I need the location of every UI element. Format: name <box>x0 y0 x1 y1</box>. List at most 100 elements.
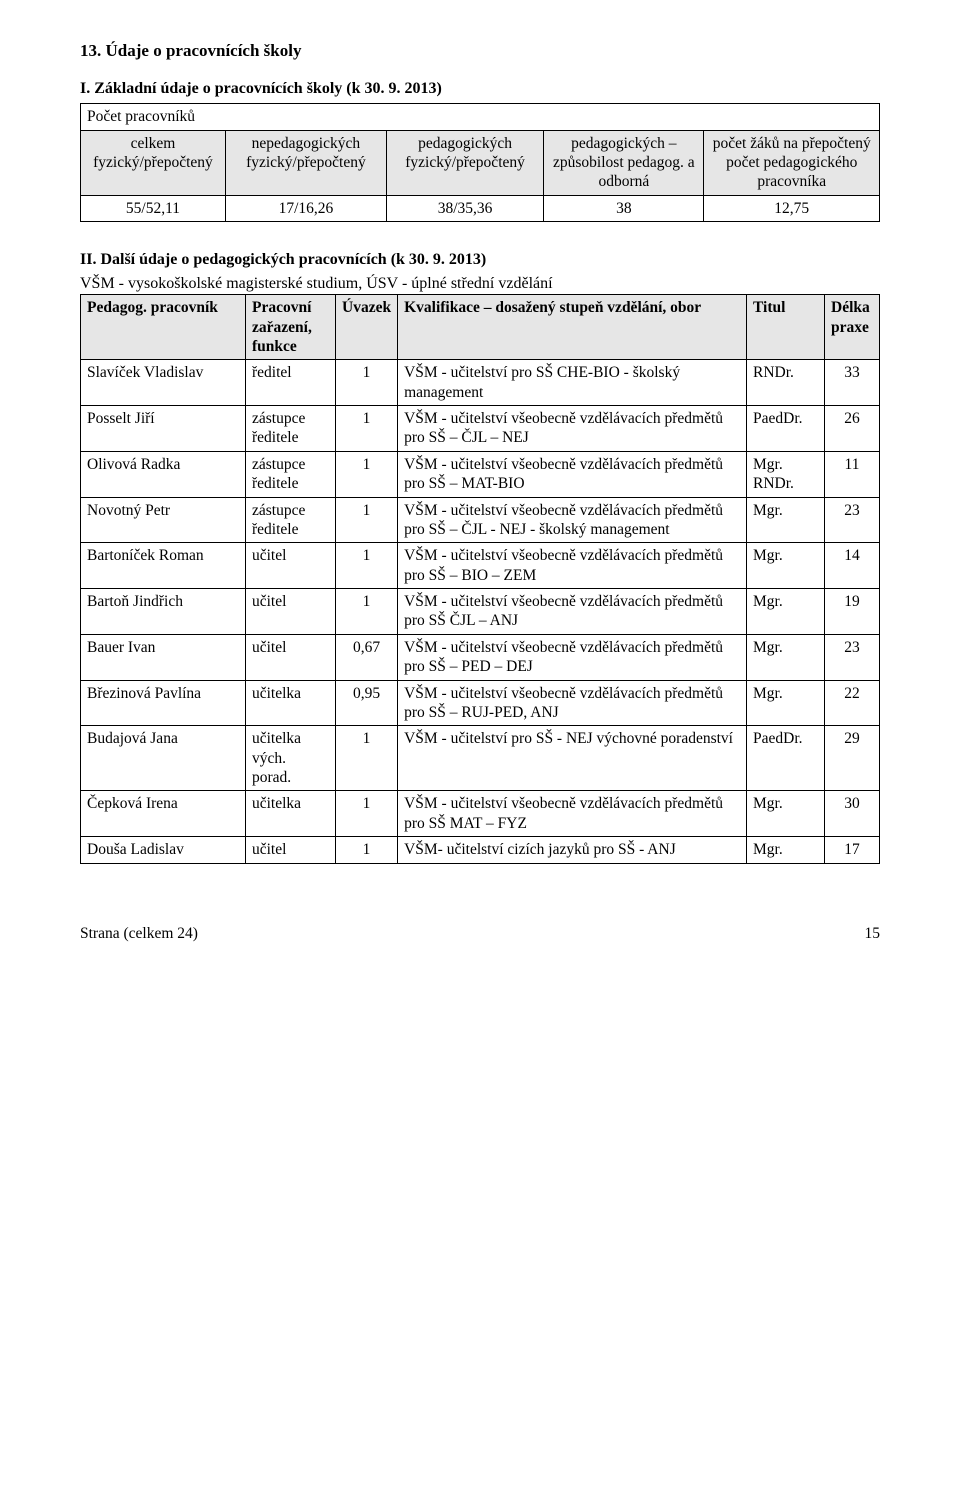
table2-header: Délka praxe <box>825 295 880 360</box>
teacher-praxe: 33 <box>825 360 880 406</box>
teacher-qualification: VŠM - učitelství pro SŠ CHE-BIO - školsk… <box>398 360 747 406</box>
table-row: Novotný Petrzástupce ředitele1VŠM - učit… <box>81 497 880 543</box>
teacher-role: učitelka <box>246 680 336 726</box>
teacher-praxe: 23 <box>825 497 880 543</box>
table-row: Bartoň Jindřichučitel1VŠM - učitelství v… <box>81 589 880 635</box>
subsection-2-title: II. Další údaje o pedagogických pracovní… <box>80 250 880 270</box>
teacher-praxe: 11 <box>825 451 880 497</box>
table-row: Douša Ladislavučitel1VŠM- učitelství ciz… <box>81 837 880 863</box>
teacher-praxe: 23 <box>825 634 880 680</box>
teacher-title: RNDr. <box>747 360 825 406</box>
page-footer: Strana (celkem 24) 15 <box>80 924 880 943</box>
teacher-role: učitel <box>246 837 336 863</box>
teacher-uvazek: 1 <box>336 726 398 791</box>
table-row: Čepková Irenaučitelka1VŠM - učitelství v… <box>81 791 880 837</box>
teacher-name: Olivová Radka <box>81 451 246 497</box>
teacher-uvazek: 0,67 <box>336 634 398 680</box>
table1-cell: 55/52,11 <box>81 195 226 221</box>
table1-header: celkem fyzický/přepočtený <box>81 130 226 195</box>
teacher-title: PaedDr. <box>747 406 825 452</box>
teacher-uvazek: 0,95 <box>336 680 398 726</box>
teacher-praxe: 19 <box>825 589 880 635</box>
table-row: Olivová Radkazástupce ředitele1VŠM - uči… <box>81 451 880 497</box>
teacher-role: zástupce ředitele <box>246 497 336 543</box>
teacher-praxe: 29 <box>825 726 880 791</box>
teacher-title: Mgr. <box>747 680 825 726</box>
table1-header: nepedagogických fyzický/přepočtený <box>225 130 386 195</box>
teacher-qualification: VŠM - učitelství všeobecně vzdělávacích … <box>398 634 747 680</box>
table-row: Posselt Jiřízástupce ředitele1VŠM - učit… <box>81 406 880 452</box>
teacher-uvazek: 1 <box>336 497 398 543</box>
teacher-name: Novotný Petr <box>81 497 246 543</box>
teacher-qualification: VŠM - učitelství všeobecně vzdělávacích … <box>398 543 747 589</box>
teacher-name: Douša Ladislav <box>81 837 246 863</box>
teacher-role: učitel <box>246 543 336 589</box>
table-row: Březinová Pavlínaučitelka0,95VŠM - učite… <box>81 680 880 726</box>
footer-left: Strana (celkem 24) <box>80 925 198 942</box>
teacher-name: Bauer Ivan <box>81 634 246 680</box>
teacher-uvazek: 1 <box>336 543 398 589</box>
teacher-role: ředitel <box>246 360 336 406</box>
table1-cell: 12,75 <box>704 195 880 221</box>
teacher-title: PaedDr. <box>747 726 825 791</box>
teacher-uvazek: 1 <box>336 360 398 406</box>
teacher-qualification: VŠM - učitelství pro SŠ - NEJ výchovné p… <box>398 726 747 791</box>
teacher-uvazek: 1 <box>336 791 398 837</box>
teacher-name: Čepková Irena <box>81 791 246 837</box>
table1-header: pedagogických fyzický/přepočtený <box>386 130 543 195</box>
table1-cell: 17/16,26 <box>225 195 386 221</box>
teacher-role: zástupce ředitele <box>246 406 336 452</box>
teacher-name: Březinová Pavlína <box>81 680 246 726</box>
table-row: Bauer Ivanučitel0,67VŠM - učitelství vše… <box>81 634 880 680</box>
table2-header: Pracovní zařazení, funkce <box>246 295 336 360</box>
teacher-praxe: 26 <box>825 406 880 452</box>
teacher-uvazek: 1 <box>336 837 398 863</box>
table1-cell: 38/35,36 <box>386 195 543 221</box>
teacher-role: zástupce ředitele <box>246 451 336 497</box>
teacher-praxe: 17 <box>825 837 880 863</box>
teacher-qualification: VŠM - učitelství všeobecně vzdělávacích … <box>398 791 747 837</box>
teacher-qualification: VŠM - učitelství všeobecně vzdělávacích … <box>398 406 747 452</box>
teacher-title: Mgr. <box>747 634 825 680</box>
teacher-title: Mgr. <box>747 837 825 863</box>
teacher-qualification: VŠM - učitelství všeobecně vzdělávacích … <box>398 589 747 635</box>
table1-header: počet žáků na přepočtený počet pedagogic… <box>704 130 880 195</box>
teacher-name: Budajová Jana <box>81 726 246 791</box>
teacher-qualification: VŠM - učitelství všeobecně vzdělávacích … <box>398 497 747 543</box>
teacher-name: Bartoníček Roman <box>81 543 246 589</box>
table2-header: Pedagog. pracovník <box>81 295 246 360</box>
page: 13. Údaje o pracovnících školy I. Základ… <box>0 0 960 983</box>
table1-caption: Počet pracovníků <box>81 104 880 130</box>
teacher-praxe: 14 <box>825 543 880 589</box>
teacher-qualification: VŠM - učitelství všeobecně vzdělávacích … <box>398 451 747 497</box>
teacher-qualification: VŠM- učitelství cizích jazyků pro SŠ - A… <box>398 837 747 863</box>
section-title: 13. Údaje o pracovnících školy <box>80 40 880 61</box>
teacher-uvazek: 1 <box>336 406 398 452</box>
teacher-praxe: 22 <box>825 680 880 726</box>
teacher-title: Mgr. <box>747 791 825 837</box>
teacher-qualification: VŠM - učitelství všeobecně vzdělávacích … <box>398 680 747 726</box>
table-teachers: Pedagog. pracovník Pracovní zařazení, fu… <box>80 294 880 863</box>
table-row: Budajová Janaučitelka vých. porad.1VŠM -… <box>81 726 880 791</box>
teacher-title: Mgr. <box>747 543 825 589</box>
teacher-role: učitelka vých. porad. <box>246 726 336 791</box>
teacher-role: učitel <box>246 634 336 680</box>
teacher-praxe: 30 <box>825 791 880 837</box>
subsection-1-title: I. Základní údaje o pracovnících školy (… <box>80 79 880 99</box>
table2-header: Titul <box>747 295 825 360</box>
teacher-name: Slavíček Vladislav <box>81 360 246 406</box>
table-basic-staff: Počet pracovníků celkem fyzický/přepočte… <box>80 103 880 222</box>
teacher-role: učitelka <box>246 791 336 837</box>
table-row: Bartoníček Romanučitel1VŠM - učitelství … <box>81 543 880 589</box>
teacher-uvazek: 1 <box>336 589 398 635</box>
table1-cell: 38 <box>544 195 704 221</box>
subsection-2-note: VŠM - vysokoškolské magisterské studium,… <box>80 274 880 294</box>
teacher-title: Mgr. RNDr. <box>747 451 825 497</box>
table2-header: Kvalifikace – dosažený stupeň vzdělání, … <box>398 295 747 360</box>
teacher-name: Posselt Jiří <box>81 406 246 452</box>
table2-header: Úvazek <box>336 295 398 360</box>
table-row: Slavíček Vladislavředitel1VŠM - učitelst… <box>81 360 880 406</box>
table1-header: pedagogických – způsobilost pedagog. a o… <box>544 130 704 195</box>
teacher-uvazek: 1 <box>336 451 398 497</box>
teacher-title: Mgr. <box>747 497 825 543</box>
